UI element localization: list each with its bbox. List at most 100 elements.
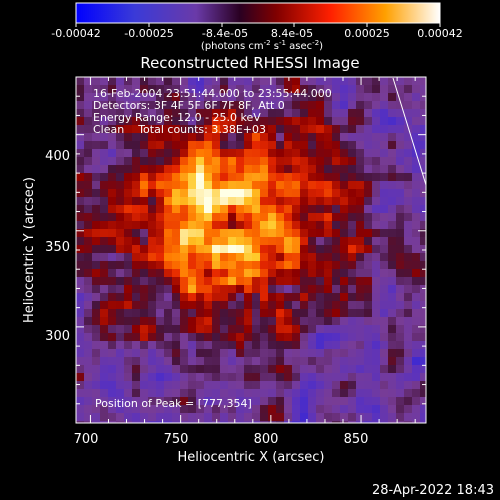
image-pixel: [188, 213, 196, 221]
image-pixel: [252, 181, 260, 189]
image-pixel: [108, 325, 116, 333]
image-pixel: [388, 85, 396, 93]
image-pixel: [188, 373, 196, 381]
image-pixel: [308, 133, 316, 141]
image-pixel: [388, 237, 396, 245]
image-pixel: [100, 277, 108, 285]
image-pixel: [196, 85, 204, 93]
image-pixel: [268, 237, 276, 245]
image-pixel: [380, 77, 388, 85]
image-pixel: [388, 101, 396, 109]
image-pixel: [100, 125, 108, 133]
image-pixel: [172, 141, 180, 149]
image-pixel: [116, 85, 124, 93]
image-pixel: [172, 77, 180, 85]
image-pixel: [324, 405, 332, 413]
image-pixel: [276, 261, 284, 269]
image-pixel: [356, 149, 364, 157]
image-pixel: [108, 101, 116, 109]
image-pixel: [108, 237, 116, 245]
image-pixel: [228, 101, 236, 109]
image-pixel: [84, 165, 92, 173]
image-pixel: [132, 165, 140, 173]
image-pixel: [348, 125, 356, 133]
image-pixel: [140, 181, 148, 189]
image-pixel: [156, 253, 164, 261]
image-pixel: [76, 397, 84, 405]
image-pixel: [300, 341, 308, 349]
image-pixel: [300, 77, 308, 85]
image-pixel: [92, 165, 100, 173]
image-pixel: [324, 333, 332, 341]
image-pixel: [236, 133, 244, 141]
image-pixel: [276, 245, 284, 253]
image-pixel: [300, 373, 308, 381]
image-pixel: [276, 157, 284, 165]
colorbar-tick-label: -0.00042: [51, 27, 100, 40]
image-pixel: [308, 357, 316, 365]
image-pixel: [332, 341, 340, 349]
image-pixel: [316, 181, 324, 189]
image-pixel: [324, 269, 332, 277]
image-pixel: [220, 381, 228, 389]
y-tick-label: 300: [45, 329, 70, 344]
image-pixel: [228, 381, 236, 389]
image-pixel: [372, 165, 380, 173]
image-pixel: [204, 109, 212, 117]
image-pixel: [212, 333, 220, 341]
image-pixel: [100, 229, 108, 237]
image-pixel: [356, 133, 364, 141]
image-pixel: [404, 189, 412, 197]
image-pixel: [308, 277, 316, 285]
image-pixel: [372, 309, 380, 317]
image-pixel: [292, 349, 300, 357]
image-pixel: [148, 205, 156, 213]
image-pixel: [180, 381, 188, 389]
image-pixel: [396, 181, 404, 189]
image-pixel: [420, 237, 426, 245]
image-pixel: [228, 173, 236, 181]
image-pixel: [180, 317, 188, 325]
image-pixel: [300, 301, 308, 309]
image-pixel: [396, 389, 404, 397]
image-pixel: [100, 365, 108, 373]
image-pixel: [260, 237, 268, 245]
image-pixel: [332, 309, 340, 317]
image-pixel: [92, 205, 100, 213]
image-pixel: [364, 85, 372, 93]
image-pixel: [220, 165, 228, 173]
image-pixel: [308, 421, 316, 423]
image-pixel: [356, 77, 364, 85]
image-pixel: [364, 109, 372, 117]
image-pixel: [404, 373, 412, 381]
image-pixel: [244, 101, 252, 109]
image-pixel: [404, 285, 412, 293]
image-pixel: [156, 341, 164, 349]
image-pixel: [364, 413, 372, 421]
image-pixel: [108, 381, 116, 389]
image-pixel: [132, 301, 140, 309]
image-pixel: [260, 325, 268, 333]
image-pixel: [356, 293, 364, 301]
image-pixel: [404, 237, 412, 245]
image-pixel: [228, 117, 236, 125]
image-pixel: [180, 357, 188, 365]
image-pixel: [420, 157, 426, 165]
image-pixel: [340, 301, 348, 309]
image-pixel: [300, 93, 308, 101]
image-pixel: [340, 213, 348, 221]
image-pixel: [132, 157, 140, 165]
image-pixel: [308, 261, 316, 269]
image-pixel: [356, 205, 364, 213]
image-pixel: [228, 229, 236, 237]
image-pixel: [372, 245, 380, 253]
image-pixel: [188, 221, 196, 229]
image-pixel: [148, 101, 156, 109]
image-pixel: [324, 181, 332, 189]
image-pixel: [316, 325, 324, 333]
image-pixel: [148, 237, 156, 245]
image-pixel: [420, 413, 426, 421]
image-pixel: [196, 421, 204, 423]
image-pixel: [132, 397, 140, 405]
image-pixel: [316, 397, 324, 405]
